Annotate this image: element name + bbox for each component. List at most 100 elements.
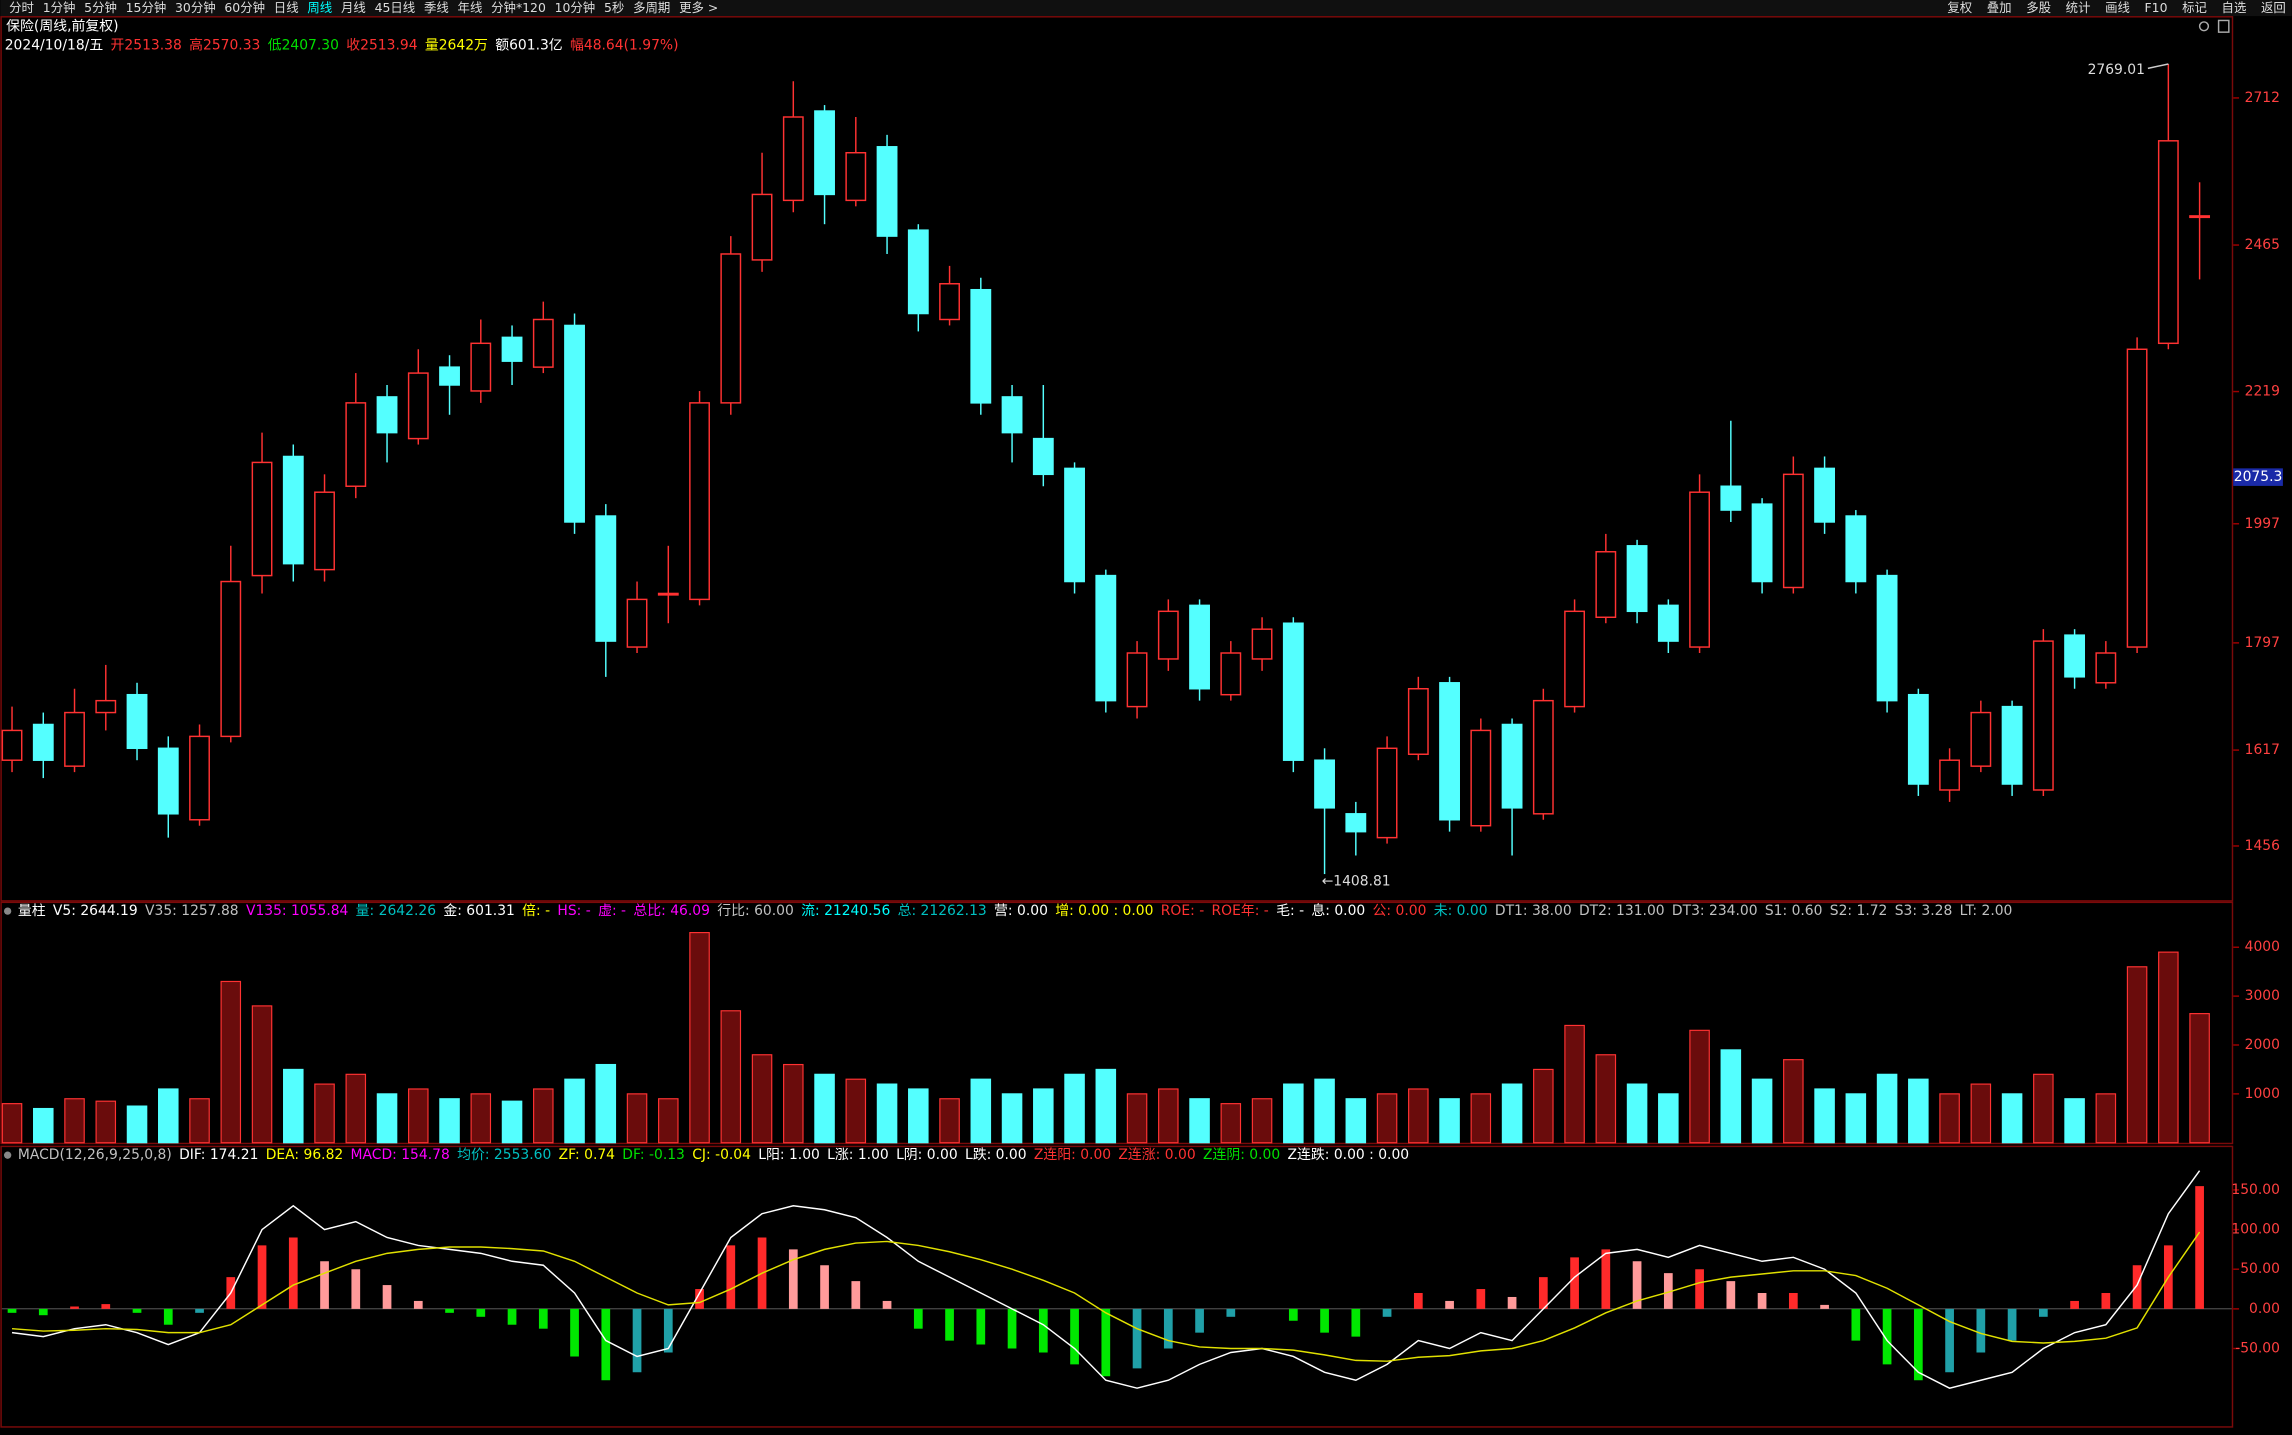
header-item: Z连涨: 0.00 <box>1118 1147 1195 1163</box>
icon[interactable] <box>2217 19 2230 33</box>
volume-bar <box>345 1073 367 1144</box>
toolbar-item[interactable]: 15分钟 <box>126 0 167 15</box>
candle-body <box>2189 215 2211 219</box>
candle-body <box>657 592 679 596</box>
candle-body <box>814 110 835 196</box>
candle-body <box>1439 682 1460 821</box>
header-item: 收2513.94 <box>346 37 417 53</box>
volume-bar <box>1251 1098 1273 1144</box>
toolbar-item[interactable]: 统计 <box>2066 0 2091 15</box>
toolbar-item[interactable]: 45日线 <box>375 0 416 15</box>
y-tick-label: 150.00 <box>2231 1182 2280 1198</box>
toolbar-bg <box>0 0 2292 17</box>
toolbar-item[interactable]: 叠加 <box>1987 0 2012 15</box>
toolbar-item[interactable]: 10分钟 <box>555 0 596 15</box>
y-tick-label: 2712 <box>2245 90 2280 106</box>
candle-body <box>251 461 273 577</box>
volume-bar <box>1501 1083 1523 1144</box>
volume-bar <box>1189 1098 1210 1144</box>
header-item: 低2407.30 <box>268 37 339 53</box>
header-item: 开2513.38 <box>111 37 182 53</box>
y-tick-label: 4000 <box>2245 939 2280 955</box>
toolbar-item[interactable]: 年线 <box>458 0 483 15</box>
candle-body <box>1282 622 1304 761</box>
toolbar-item[interactable]: 60分钟 <box>224 0 265 15</box>
toolbar-item[interactable]: 30分钟 <box>175 0 216 15</box>
volume-bar <box>220 980 242 1144</box>
volume-bar <box>501 1100 523 1144</box>
candle-body <box>1970 711 1992 767</box>
candle-body <box>626 598 648 648</box>
volume-bar <box>33 1107 54 1144</box>
candle-body <box>1595 551 1617 619</box>
candle-body <box>1720 485 1742 511</box>
volume-bar <box>1158 1088 1179 1144</box>
volume-bar <box>1033 1088 1054 1144</box>
candle-body <box>470 342 492 392</box>
header-item: DF: -0.13 <box>622 1147 685 1163</box>
y-tick-label: -50.00 <box>2235 1341 2280 1357</box>
candle-body <box>1126 652 1148 708</box>
header-item: DT3: 234.00 <box>1672 903 1758 919</box>
volume-bar <box>470 1093 492 1144</box>
icon[interactable] <box>2198 21 2210 32</box>
header-item: 未: 0.00 <box>1434 903 1488 919</box>
header-item: 虚: - <box>598 903 626 919</box>
header-item: HS: - <box>557 903 590 919</box>
candle-body <box>1689 491 1711 648</box>
volume-frame <box>0 901 2234 1145</box>
candle-body <box>1376 747 1398 839</box>
candle-body <box>1220 652 1242 696</box>
y-tick-label: 1617 <box>2245 742 2280 758</box>
volume-bar <box>1220 1103 1242 1144</box>
volume-bar <box>1470 1093 1492 1144</box>
toolbar-item[interactable]: 多周期 <box>633 0 670 15</box>
candle-body <box>939 283 960 321</box>
header-item: LT: 2.00 <box>1960 903 2013 919</box>
candle-body <box>407 372 429 440</box>
volume-bar <box>1439 1098 1460 1144</box>
y-tick-label: 1797 <box>2245 635 2280 651</box>
toolbar-item[interactable]: 1分钟 <box>43 0 76 15</box>
toolbar-item[interactable]: 返回 <box>2261 0 2286 15</box>
header-item: S2: 1.72 <box>1830 903 1888 919</box>
toolbar-item[interactable]: 多股 <box>2026 0 2051 15</box>
y-tick-label: 3000 <box>2245 988 2280 1004</box>
toolbar-item[interactable]: 复权 <box>1947 0 1972 15</box>
toolbar-item[interactable]: 5分钟 <box>84 0 117 15</box>
header-item: DEA: 96.82 <box>266 1147 344 1163</box>
toolbar-item[interactable]: 季线 <box>424 0 449 15</box>
header-item: 总: 21262.13 <box>898 903 987 919</box>
volume-bar <box>2064 1098 2085 1144</box>
toolbar-item[interactable]: 分时 <box>9 0 34 15</box>
header-item: DT2: 131.00 <box>1579 903 1665 919</box>
volume-bar <box>314 1083 335 1144</box>
toolbar-item[interactable]: 分钟*120 <box>491 0 546 15</box>
toolbar-item[interactable]: 画线 <box>2105 0 2130 15</box>
header-item: V135: 1055.84 <box>246 903 349 919</box>
volume-bar <box>1314 1078 1335 1144</box>
header-item: DT1: 38.00 <box>1495 903 1572 919</box>
candle-body <box>1407 688 1429 755</box>
max-label: 2769.01 <box>2088 62 2145 78</box>
toolbar-item[interactable]: 5秒 <box>604 0 624 15</box>
toolbar-item[interactable]: 更多 > <box>679 0 718 15</box>
toolbar-item[interactable]: 月线 <box>341 0 366 15</box>
header-item: S3: 3.28 <box>1895 903 1953 919</box>
chart-title: 保险(周线,前复权) <box>6 17 118 34</box>
toolbar-item[interactable]: 日线 <box>274 0 299 15</box>
toolbar-item[interactable]: 自选 <box>2222 0 2247 15</box>
header-item: Z连阴: 0.00 <box>1203 1147 1280 1163</box>
volume-bar <box>814 1073 835 1144</box>
toolbar-item[interactable]: 周线 <box>307 0 332 15</box>
candle-body <box>782 116 804 202</box>
toolbar-item[interactable]: F10 <box>2145 0 2168 15</box>
candle-body <box>501 336 523 362</box>
header-item: ROE年: - <box>1212 903 1269 919</box>
volume-bar <box>1626 1083 1648 1144</box>
toolbar-item[interactable]: 标记 <box>2182 0 2207 15</box>
candle-body <box>2032 640 2054 791</box>
volume-bar <box>1939 1093 1960 1144</box>
cursor-price-label: 2075.3 <box>2234 469 2283 485</box>
